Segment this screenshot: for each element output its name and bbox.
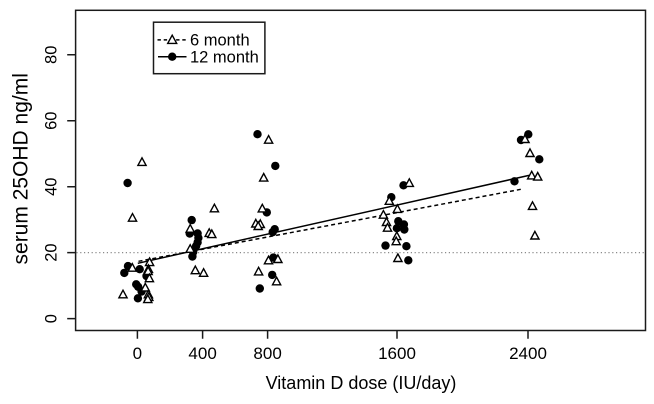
svg-text:0: 0	[133, 344, 142, 363]
svg-text:6 month: 6 month	[190, 32, 250, 50]
svg-text:400: 400	[188, 344, 216, 363]
svg-text:Vitamin D dose (IU/day): Vitamin D dose (IU/day)	[266, 373, 457, 393]
svg-text:800: 800	[253, 344, 281, 363]
svg-text:20: 20	[43, 243, 61, 261]
svg-text:serum 25OHD ng/ml: serum 25OHD ng/ml	[10, 73, 33, 264]
svg-text:40: 40	[43, 178, 61, 196]
svg-text:2400: 2400	[509, 344, 547, 363]
svg-text:12 month: 12 month	[190, 48, 259, 66]
svg-text:80: 80	[43, 46, 61, 64]
svg-text:0: 0	[43, 314, 61, 323]
svg-text:60: 60	[43, 112, 61, 130]
svg-text:1600: 1600	[378, 344, 416, 363]
